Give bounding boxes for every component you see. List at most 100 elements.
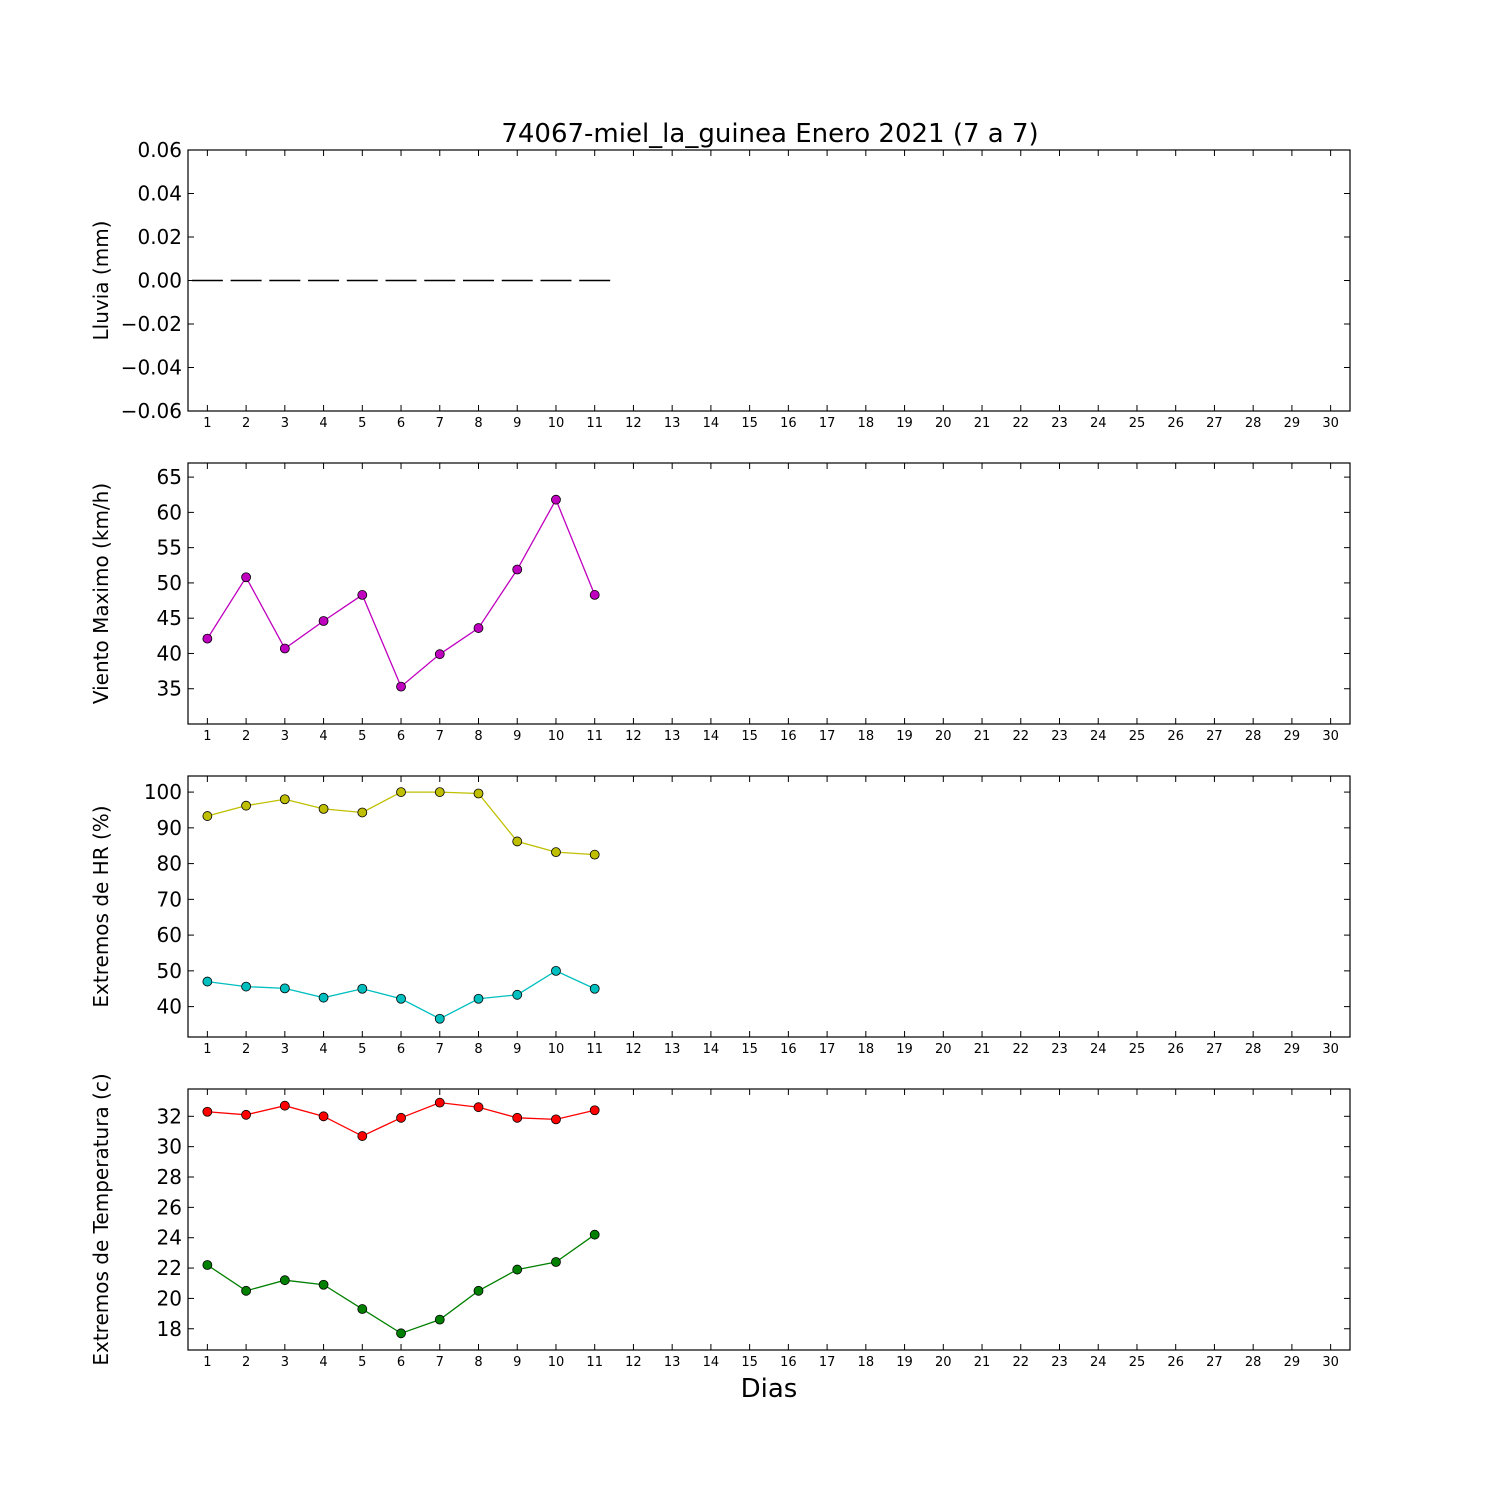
y-tick-label: −0.04 (121, 356, 182, 380)
data-point-day-8 (473, 788, 484, 799)
x-tick-label: 16 (780, 1042, 797, 1057)
x-tick-label: 10 (548, 729, 565, 744)
x-tick-label: 9 (513, 416, 521, 431)
data-point-day-3 (279, 643, 290, 654)
data-point-day-11 (589, 1229, 600, 1240)
x-tick-label: 1 (203, 1355, 211, 1370)
y-tick-label: 60 (157, 500, 182, 524)
y-tick-label: 100 (144, 780, 182, 804)
data-point-day-10 (551, 494, 561, 505)
x-tick-label: 24 (1090, 1355, 1107, 1370)
x-tick-label: 25 (1129, 416, 1146, 431)
x-tick-label: 10 (548, 1355, 565, 1370)
x-tick-label: 2 (242, 1042, 250, 1057)
x-tick-label: 12 (625, 729, 642, 744)
x-tick-label: 16 (780, 1355, 797, 1370)
y-axis-label: Viento Maximo (km/h) (89, 483, 113, 704)
x-tick-label: 9 (513, 729, 521, 744)
x-tick-label: 30 (1322, 1042, 1339, 1057)
x-tick-label: 1 (203, 1042, 211, 1057)
x-tick-label: 12 (625, 1042, 642, 1057)
x-tick-label: 5 (358, 1042, 366, 1057)
data-point-day-5 (357, 590, 368, 600)
x-tick-label: 15 (741, 729, 758, 744)
y-tick-label: 40 (157, 995, 182, 1019)
y-tick-label: 40 (157, 641, 182, 665)
data-point-day-11 (589, 1105, 600, 1116)
data-point-day-4 (318, 803, 329, 814)
data-point-day-2 (241, 800, 252, 811)
data-point-day-6 (396, 993, 406, 1004)
data-point-day-8 (473, 1102, 484, 1113)
y-tick-label: 0.02 (137, 225, 182, 249)
x-tick-label: 3 (281, 1042, 289, 1057)
x-tick-label: 19 (896, 729, 913, 744)
x-tick-label: 18 (858, 416, 875, 431)
x-tick-label: 23 (1051, 416, 1068, 431)
data-point-day-11 (589, 590, 600, 600)
x-tick-label: 8 (474, 1042, 482, 1057)
x-tick-label: 8 (474, 729, 482, 744)
x-tick-label: 8 (474, 416, 482, 431)
data-point-day-4 (318, 616, 329, 626)
x-tick-label: 16 (780, 416, 797, 431)
x-tick-label: 4 (319, 416, 327, 431)
x-tick-label: 29 (1284, 416, 1301, 431)
x-tick-label: 30 (1322, 416, 1339, 431)
x-tick-label: 25 (1129, 1355, 1146, 1370)
data-point-day-7 (434, 787, 445, 797)
x-tick-label: 5 (358, 729, 366, 744)
x-tick-label: 22 (1012, 416, 1029, 431)
x-tick-label: 1 (203, 416, 211, 431)
x-tick-label: 25 (1129, 1042, 1146, 1057)
data-point-day-9 (512, 1112, 523, 1123)
data-point-day-10 (551, 965, 561, 976)
plot-frame (187, 775, 1351, 1038)
x-tick-label: 18 (858, 1355, 875, 1370)
x-tick-label: 19 (896, 1355, 913, 1370)
x-tick-label: 10 (548, 416, 565, 431)
data-point-day-3 (279, 983, 290, 994)
figure-title: 74067-miel_la_guinea Enero 2021 (7 a 7) (501, 119, 1038, 149)
x-tick-label: 28 (1245, 1042, 1262, 1057)
x-tick-label: 1 (203, 729, 211, 744)
data-point-day-1 (202, 1260, 213, 1270)
x-tick-label: 12 (625, 1355, 642, 1370)
data-point-day-1 (202, 633, 213, 644)
x-tick-label: 22 (1012, 1355, 1029, 1370)
x-tick-label: 2 (242, 729, 250, 744)
x-tick-label: 27 (1206, 416, 1223, 431)
data-point-day-6 (396, 1112, 406, 1123)
x-tick-label: 14 (703, 1042, 720, 1057)
data-point-day-6 (396, 681, 406, 692)
data-point-day-7 (434, 1314, 445, 1325)
x-tick-label: 9 (513, 1355, 521, 1370)
x-tick-label: 11 (586, 729, 603, 744)
panels: −0.06−0.04−0.020.000.020.040.061 2 3 4 5 6 7 8 9… (89, 138, 1351, 1370)
x-tick-label: 17 (819, 416, 836, 431)
data-point-day-6 (396, 787, 406, 797)
x-tick-label: 28 (1245, 729, 1262, 744)
x-tick-label: 4 (319, 1355, 327, 1370)
x-axis-label: Dias (741, 1374, 798, 1404)
data-point-day-11 (589, 983, 600, 994)
x-tick-label: 12 (625, 416, 642, 431)
x-tick-label: 26 (1167, 416, 1184, 431)
x-tick-label: 21 (974, 1355, 991, 1370)
x-tick-label: 13 (664, 729, 681, 744)
x-tick-label: 23 (1051, 1042, 1068, 1057)
x-tick-label: 3 (281, 1355, 289, 1370)
x-tick-label: 14 (703, 729, 720, 744)
x-tick-label: 2 (242, 1355, 250, 1370)
x-tick-label: 17 (819, 1042, 836, 1057)
y-tick-label: 26 (157, 1195, 182, 1219)
x-tick-label: 13 (664, 1355, 681, 1370)
y-tick-label: 90 (157, 816, 182, 840)
data-point-day-10 (551, 847, 561, 858)
data-point-day-8 (473, 623, 484, 633)
x-tick-label: 24 (1090, 1042, 1107, 1057)
x-tick-label: 26 (1167, 1355, 1184, 1370)
x-tick-label: 3 (281, 729, 289, 744)
x-tick-label: 27 (1206, 1042, 1223, 1057)
x-tick-label: 3 (281, 416, 289, 431)
